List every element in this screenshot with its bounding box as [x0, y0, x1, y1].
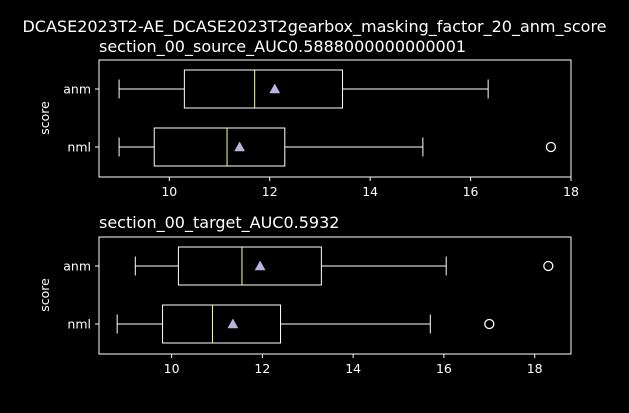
mean-marker	[254, 260, 266, 271]
x-tick-label: 16	[436, 361, 452, 376]
box-anm	[118, 69, 489, 109]
iqr-box	[183, 69, 344, 109]
subplot-target: section_00_target_AUC0.5932 score 10 12 14…	[37, 213, 572, 376]
y-axis-label: score	[37, 101, 52, 135]
x-tick-label: 16	[463, 184, 479, 199]
x-tick-label: 12	[262, 184, 278, 199]
y-tick-label: anm	[63, 82, 91, 97]
y-axis-label: score	[37, 278, 52, 312]
x-tick-label: 10	[161, 184, 177, 199]
x-tick-label: 10	[164, 361, 180, 376]
iqr-box	[153, 127, 286, 167]
mean-marker	[234, 141, 246, 152]
iqr-box	[162, 304, 282, 344]
x-tick-label: 14	[345, 361, 361, 376]
y-tick-label: nml	[67, 317, 91, 332]
mean-marker	[269, 83, 281, 94]
subplot-title: section_00_target_AUC0.5932	[99, 213, 339, 233]
subplot-source: section_00_source_AUC0.5888000000000001 …	[37, 37, 579, 199]
x-tick-label: 18	[527, 361, 543, 376]
mean-marker	[227, 318, 239, 329]
plot-area-frame	[98, 236, 572, 355]
outlier-point	[484, 318, 495, 330]
y-tick-label: nml	[67, 140, 91, 155]
box-anm	[134, 246, 554, 286]
x-tick-label: 12	[254, 361, 270, 376]
x-tick-label: 18	[563, 184, 579, 199]
subplot-title: section_00_source_AUC0.5888000000000001	[99, 37, 466, 57]
box-nml	[116, 304, 495, 344]
box-nml	[118, 127, 557, 167]
outlier-point	[543, 260, 554, 272]
plot-area-frame	[98, 59, 572, 178]
iqr-box	[177, 246, 322, 286]
outlier-point	[545, 141, 557, 153]
y-tick-label: anm	[63, 259, 91, 274]
figure-title: DCASE2023T2-AE_DCASE2023T2gearbox_maskin…	[22, 17, 606, 37]
x-tick-label: 14	[362, 184, 378, 199]
